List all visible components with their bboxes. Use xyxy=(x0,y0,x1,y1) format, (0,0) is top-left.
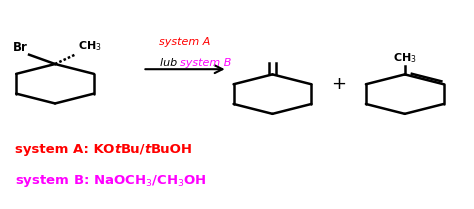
Text: Br: Br xyxy=(13,41,27,54)
Text: system A: system A xyxy=(159,37,211,47)
Text: system B: system B xyxy=(180,58,232,68)
Text: +: + xyxy=(331,75,346,93)
Text: Bu/: Bu/ xyxy=(120,143,145,156)
Text: lub: lub xyxy=(160,58,180,68)
Text: t: t xyxy=(145,143,151,156)
Text: CH$_3$: CH$_3$ xyxy=(393,51,417,65)
Text: t: t xyxy=(114,143,120,156)
Text: BuOH: BuOH xyxy=(151,143,193,156)
Text: system B: NaOCH$_3$/CH$_3$OH: system B: NaOCH$_3$/CH$_3$OH xyxy=(15,173,207,189)
Text: system A: KO: system A: KO xyxy=(15,143,114,156)
Text: CH$_3$: CH$_3$ xyxy=(78,39,101,53)
